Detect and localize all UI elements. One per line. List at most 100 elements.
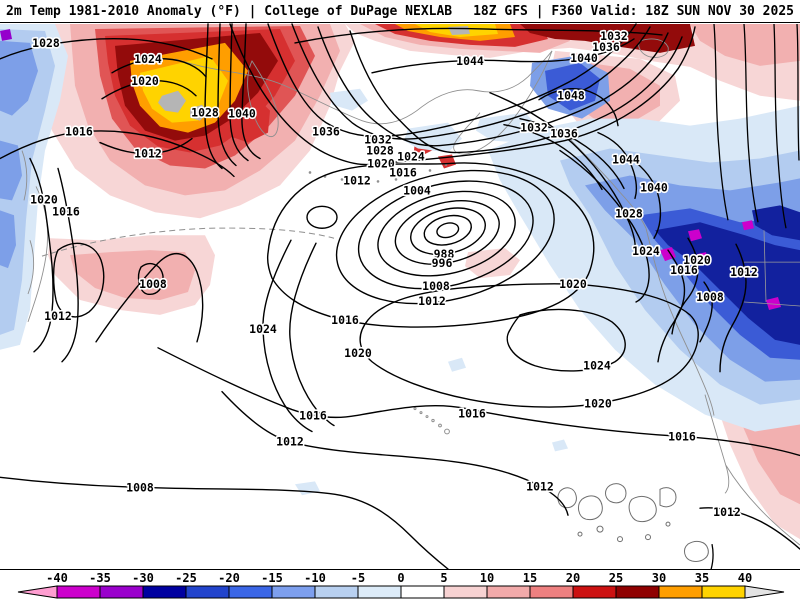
isobar-label: 1024 [632, 244, 660, 258]
isobar-label: 1016 [331, 313, 359, 327]
isobar-label: 1012 [343, 173, 371, 187]
isobar-label: 1016 [52, 204, 80, 218]
isobars [0, 23, 800, 569]
colorbar-tick-label: 20 [566, 571, 580, 585]
isobar-label: 1028 [191, 106, 219, 120]
isobar-label: 1008 [139, 277, 167, 291]
isobar-label: 1024 [249, 322, 277, 336]
valid-time-title: 18Z GFS | F360 Valid: 18Z SUN NOV 30 202… [473, 3, 794, 19]
colorbar-segment [56, 585, 101, 599]
colorbar-segment [486, 585, 531, 599]
central-low-isobars [335, 169, 555, 305]
isobar-label: 1036 [312, 125, 340, 139]
isobar-label: 988 [434, 247, 455, 261]
isobar-label: 1040 [228, 107, 256, 121]
isobar-label: 1012 [134, 147, 162, 161]
state-borders [743, 230, 800, 307]
colorbar-tick-label: 40 [738, 571, 752, 585]
colorbar-tick-label: 15 [523, 571, 537, 585]
colorbar-segment [314, 585, 359, 599]
colorbar-tick-label: -30 [132, 571, 154, 585]
isobar-label: 996 [432, 256, 453, 270]
isobar-label: 1028 [366, 144, 394, 158]
colorbar-segment [529, 585, 574, 599]
colorbar: -40 -35 -30 -25 -20 -15 -10 -5 0 5 10 15 20 25 30 35 40 [17, 571, 785, 599]
colorbar-segment [142, 585, 187, 599]
isobar-label: 1012 [418, 294, 446, 308]
colorbar-segment [658, 585, 703, 599]
isobar-label: 1020 [559, 277, 587, 291]
dashed-front-line [41, 227, 335, 257]
isobar-label: 1048 [557, 89, 585, 103]
colorbar-tick-label: -15 [261, 571, 283, 585]
isobar-label: 1020 [30, 192, 58, 206]
isobar-label: 1032 [600, 29, 628, 43]
colorbar-tick-label: -10 [304, 571, 326, 585]
isobar-label: 1044 [456, 54, 484, 68]
colorbar-segment [443, 585, 488, 599]
aleutian-islands [308, 163, 448, 183]
subtropical-high-inner [506, 308, 626, 372]
isobar-label: 1020 [683, 253, 711, 267]
colorbar-tick-label: 30 [652, 571, 666, 585]
colorbar-tick-label: 10 [480, 571, 494, 585]
isobar-label: 1036 [550, 127, 578, 141]
colorbar-segment [400, 585, 445, 599]
colorbar-above-range-arrow [744, 585, 785, 599]
isobar-label: 1020 [131, 74, 159, 88]
isobar-label: 1020 [344, 346, 372, 360]
colorbar-tick-label: -25 [175, 571, 197, 585]
isobar-label: 1016 [389, 165, 417, 179]
subtropical-high-outer [359, 283, 699, 408]
colorbar-segment [185, 585, 230, 599]
isobar-label: 1020 [367, 156, 395, 170]
colorbar-segments [56, 585, 746, 599]
isobar-label: 1012 [730, 265, 758, 279]
colorbar-segment [271, 585, 316, 599]
colorbar-tick-label: -5 [351, 571, 365, 585]
isobar-label: 1004 [403, 183, 431, 197]
isobar-label: 1016 [668, 429, 696, 443]
isobar-label: 1016 [458, 407, 486, 421]
isobar-label: 1008 [696, 290, 724, 304]
colorbar-tick-label: 35 [695, 571, 709, 585]
colorbar-segment [99, 585, 144, 599]
isobar-label: 1012 [713, 505, 741, 519]
isobar-label: 1020 [584, 397, 612, 411]
coastlines [21, 38, 800, 562]
colorbar-tick-labels: -40 -35 -30 -25 -20 -15 -10 -5 0 5 10 15 20 25 30 35 40 [46, 571, 752, 585]
colorbar-segment [615, 585, 660, 599]
isobar-label: 1008 [126, 480, 154, 494]
isobar-label: 1032 [364, 133, 392, 147]
colorbar-tick-label: 25 [609, 571, 623, 585]
colorbar-tick-label: 0 [397, 571, 404, 585]
isobar-label: 1012 [276, 434, 304, 448]
isobar-label: 1040 [640, 180, 668, 194]
hawaii-islands [413, 407, 450, 435]
anomaly-shading [0, 23, 800, 540]
isobar-label: 1024 [134, 52, 162, 66]
colorbar-tick-label: -20 [218, 571, 240, 585]
isobar-label: 1028 [615, 206, 643, 220]
colorbar-below-range-arrow [17, 585, 58, 599]
colorbar-tick-label: -40 [46, 571, 68, 585]
isobar-label: 1008 [422, 279, 450, 293]
title-bar: 2m Temp 1981-2010 Anomaly (°F) | College… [0, 0, 800, 22]
colorbar-tick-label: -35 [89, 571, 111, 585]
isobar-label: 1012 [526, 479, 554, 493]
isobar-label: 1016 [299, 409, 327, 423]
southwest-pacific-islands [557, 483, 709, 562]
isobar-label: 1036 [592, 40, 620, 54]
isobar-label: 1028 [32, 36, 60, 50]
colorbar-segment [357, 585, 402, 599]
colorbar-tick-label: 5 [440, 571, 447, 585]
colorbar-segment [572, 585, 617, 599]
colorbar-segment [701, 585, 746, 599]
colorbar-segment [228, 585, 273, 599]
isobar-label: 1024 [397, 150, 425, 164]
isobar-label: 1012 [44, 309, 72, 323]
isobar-label: 1024 [583, 359, 611, 373]
product-title: 2m Temp 1981-2010 Anomaly (°F) | College… [6, 3, 453, 19]
